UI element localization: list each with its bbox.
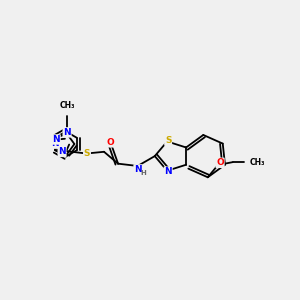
Text: O: O: [216, 158, 224, 167]
Text: N: N: [51, 139, 59, 148]
Text: CH₃: CH₃: [59, 101, 75, 110]
Text: N: N: [58, 147, 66, 156]
Text: N: N: [52, 135, 60, 144]
Text: S: S: [165, 136, 171, 145]
Text: N: N: [63, 128, 71, 137]
Text: S: S: [84, 149, 90, 158]
Text: CH₃: CH₃: [250, 158, 266, 166]
Text: O: O: [106, 138, 114, 147]
Text: N: N: [134, 165, 142, 174]
Text: H: H: [140, 170, 146, 176]
Text: N: N: [164, 167, 172, 176]
